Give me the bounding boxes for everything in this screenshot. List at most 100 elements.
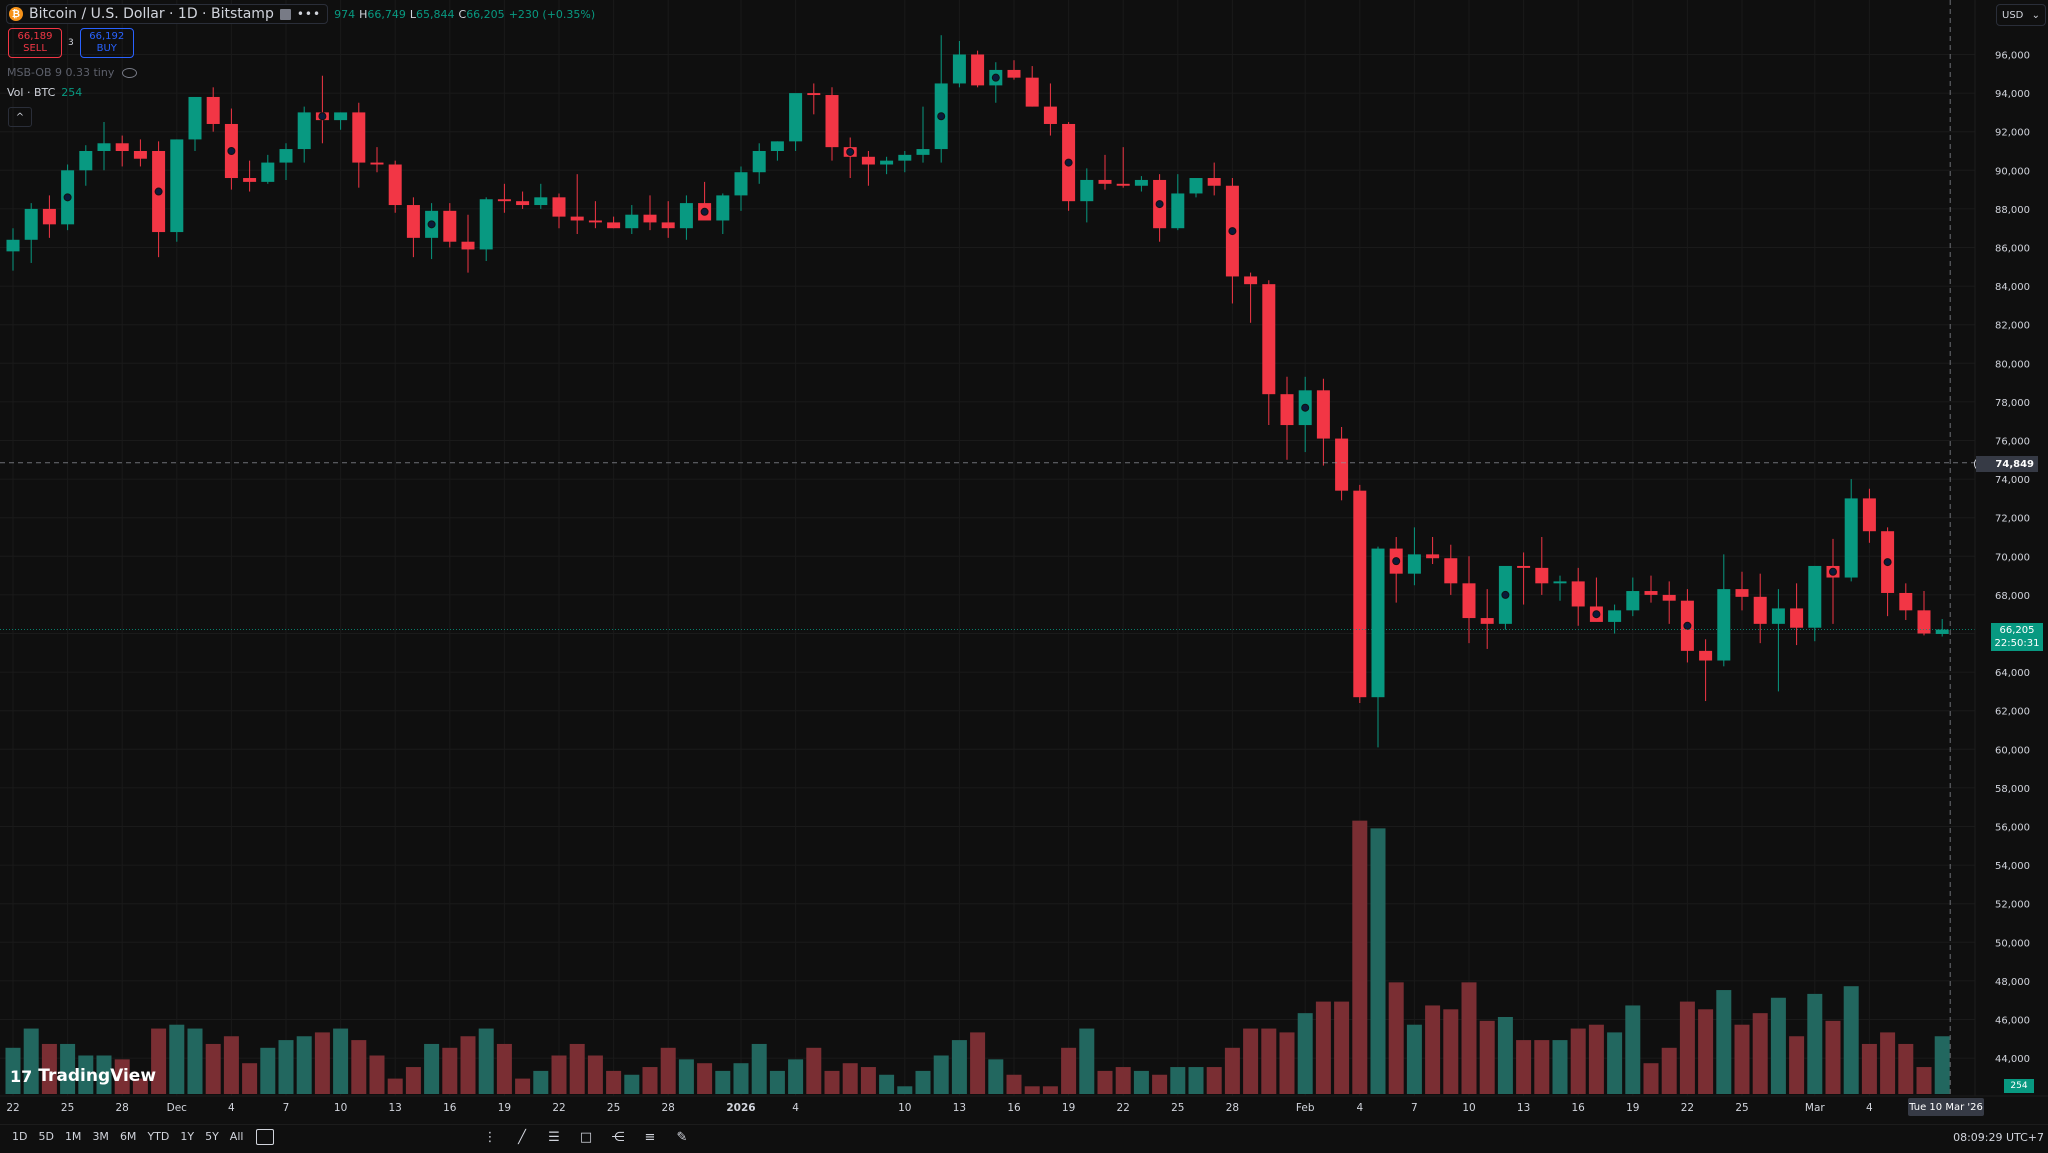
time-tick-label: 22 <box>6 1102 19 1114</box>
range-button-5y[interactable]: 5Y <box>205 1130 219 1143</box>
volume-bar <box>897 1086 913 1094</box>
volume-bar <box>1370 828 1386 1094</box>
candle-body <box>188 96 202 140</box>
high-value: 66,749 <box>367 7 406 21</box>
candle-body <box>1098 179 1112 184</box>
indicator-msb-ob[interactable]: MSB-OB 9 0.33 tiny <box>7 66 138 79</box>
volume-bar <box>60 1043 76 1094</box>
candle-body <box>1917 610 1931 634</box>
candle-body <box>1662 594 1676 601</box>
candle-body <box>1426 554 1440 559</box>
candle-body <box>1316 390 1330 439</box>
candle-body <box>1735 589 1749 597</box>
calendar-icon[interactable] <box>256 1129 274 1145</box>
volume-bar <box>587 1055 603 1094</box>
range-button-3m[interactable]: 3M <box>92 1130 109 1143</box>
indicator-msb-label: MSB-OB 9 0.33 tiny <box>7 66 115 79</box>
time-tick-label: 7 <box>283 1102 290 1114</box>
price-tick-label: 84,000 <box>1995 282 2030 293</box>
candle-body <box>243 178 257 182</box>
volume-bar <box>424 1043 440 1094</box>
candle-body <box>825 95 839 148</box>
candle-body <box>406 205 420 238</box>
collapse-legend-button[interactable]: ^ <box>8 107 32 127</box>
order-block-markers <box>63 73 1892 630</box>
indicator-volume[interactable]: Vol · BTC 254 <box>7 86 82 99</box>
candle-body <box>388 164 402 206</box>
order-block-marker <box>846 147 855 156</box>
volume-bar <box>1097 1070 1113 1094</box>
volume-value: 254 <box>61 86 83 99</box>
volume-bar <box>1570 1028 1586 1094</box>
range-button-6m[interactable]: 6M <box>119 1130 137 1143</box>
candle-body <box>115 143 129 151</box>
candle-body <box>752 151 766 173</box>
range-button-1m[interactable]: 1M <box>64 1130 82 1143</box>
candlesticks <box>6 35 1949 748</box>
symbol-title[interactable]: Bitcoin / U.S. Dollar · 1D · Bitstamp <box>29 6 274 22</box>
time-tick-label: 19 <box>1626 1102 1639 1114</box>
volume-bar <box>314 1032 330 1094</box>
volume-bar <box>715 1070 731 1094</box>
volume-bar <box>624 1074 640 1094</box>
volume-bar <box>1734 1024 1750 1094</box>
price-tick-label: 78,000 <box>1995 398 2030 409</box>
volume-bar <box>1552 1040 1568 1094</box>
eye-hidden-icon[interactable] <box>122 67 138 78</box>
range-button-1y[interactable]: 1Y <box>180 1130 195 1143</box>
time-tick-label: 4 <box>1866 1102 1873 1114</box>
range-button-5d[interactable]: 5D <box>38 1130 54 1143</box>
volume-bar <box>1934 1036 1950 1094</box>
parallel-channel-icon[interactable]: ≡ <box>644 1129 656 1145</box>
rectangle-icon[interactable]: □ <box>579 1129 593 1145</box>
more-options-icon[interactable]: ••• <box>296 7 322 21</box>
candle-body <box>570 216 584 221</box>
currency-selector[interactable]: USD ⌄ <box>1996 4 2046 26</box>
volume-bar <box>1115 1067 1131 1094</box>
candle-body <box>206 96 220 124</box>
candle-body <box>170 139 184 233</box>
range-button-all[interactable]: All <box>229 1130 244 1143</box>
clock[interactable]: 08:09:29 UTC+7 <box>1953 1131 2044 1144</box>
candle-body <box>861 156 875 165</box>
dots-grip-icon[interactable]: ⋮ <box>483 1129 497 1145</box>
volume-bar <box>642 1067 658 1094</box>
volume-bar <box>351 1040 367 1094</box>
candle-body <box>1753 596 1767 624</box>
candle-body <box>880 160 894 165</box>
tradingview-logo[interactable]: 17 TradingView <box>10 1066 156 1086</box>
sell-button[interactable]: 66,189 SELL <box>8 28 62 58</box>
candle-body <box>1717 589 1731 661</box>
price-axis: 96,000 94,000 92,000 90,000 88,000 86,000 84,0… <box>1974 0 2030 1096</box>
symbol-selector[interactable]: ₿ Bitcoin / U.S. Dollar · 1D · Bitstamp … <box>6 4 329 24</box>
range-button-1d[interactable]: 1D <box>12 1130 28 1143</box>
pitchfork-icon[interactable]: ⋲ <box>611 1129 625 1145</box>
range-button-ytd[interactable]: YTD <box>147 1130 170 1143</box>
buy-button[interactable]: 66,192 BUY <box>79 28 134 58</box>
fib-icon[interactable]: ☰ <box>548 1129 560 1145</box>
candle-body <box>261 162 275 182</box>
order-block-marker <box>154 187 163 196</box>
order-block-marker <box>1829 567 1837 576</box>
time-tick-label: Mar <box>1805 1102 1825 1114</box>
volume-bar <box>569 1043 585 1094</box>
flag-icon[interactable] <box>279 8 291 20</box>
trend-line-icon[interactable]: ╱ <box>518 1129 526 1145</box>
volume-bar <box>606 1070 622 1094</box>
candle-body <box>1043 106 1057 124</box>
candle-body <box>1244 276 1258 285</box>
brush-icon[interactable]: ✎ <box>676 1129 688 1145</box>
candle-body <box>133 151 147 159</box>
order-block-marker <box>318 112 327 121</box>
candle-body <box>516 201 530 206</box>
price-tick-label: 52,000 <box>1995 900 2030 911</box>
candle-body <box>279 149 293 163</box>
candle-body <box>1007 69 1021 78</box>
candle-body <box>1790 608 1804 628</box>
volume-bar <box>1789 1036 1805 1094</box>
candle-body <box>1025 77 1039 107</box>
volume-bar <box>879 1074 895 1094</box>
candle-body <box>6 239 20 252</box>
time-tick-label: 16 <box>1007 1102 1021 1114</box>
